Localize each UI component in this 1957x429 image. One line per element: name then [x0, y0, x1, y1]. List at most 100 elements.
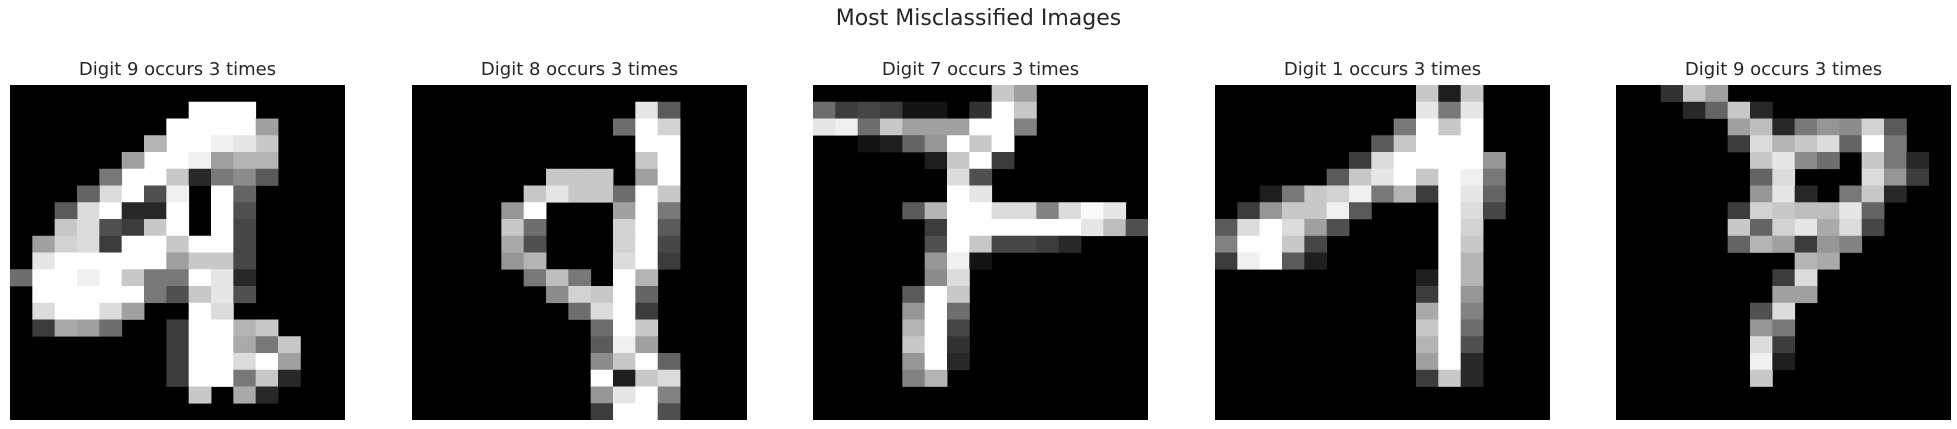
pixel-cell: [1460, 235, 1484, 253]
pixel-cell: [1438, 219, 1462, 237]
pixel-cell: [1460, 118, 1484, 136]
pixel-cell: [1839, 219, 1863, 237]
pixel-cell: [1750, 185, 1773, 203]
pixel-cell: [924, 235, 948, 253]
pixel-cell: [1416, 118, 1439, 136]
pixel-cell: [1393, 152, 1417, 170]
pixel-cell: [501, 252, 525, 270]
pixel-cell: [1304, 202, 1328, 220]
pixel-cell: [1750, 319, 1773, 337]
pixel-cell: [99, 319, 123, 337]
pixel-cell: [54, 286, 78, 304]
pixel-cell: [902, 302, 926, 320]
pixel-cell: [233, 336, 257, 354]
pixel-cell: [1772, 353, 1796, 371]
pixel-cell: [1438, 235, 1462, 253]
pixel-cell: [1794, 118, 1818, 136]
pixel-cell: [144, 185, 167, 203]
pixel-cell: [1839, 118, 1863, 136]
pixel-cell: [991, 85, 1015, 103]
pixel-cell: [188, 252, 212, 270]
pixel-cell: [1416, 152, 1439, 170]
pixel-cell: [211, 319, 234, 337]
pixel-cell: [1660, 85, 1684, 103]
pixel-cell: [835, 118, 859, 136]
pixel-cell: [635, 152, 659, 170]
pixel-cell: [188, 101, 212, 119]
pixel-cell: [1416, 135, 1439, 153]
pixel-cell: [188, 152, 212, 170]
pixel-cell: [590, 353, 614, 371]
pixel-cell: [657, 252, 681, 270]
pixel-cell: [1460, 252, 1484, 270]
pixel-cell: [590, 403, 614, 420]
pixel-cell: [1014, 219, 1037, 237]
pixel-cell: [32, 235, 56, 253]
pixel-cell: [32, 302, 56, 320]
pixel-cell: [1438, 202, 1462, 220]
pixel-cell: [657, 135, 681, 153]
pixel-cell: [278, 336, 301, 354]
pixel-cell: [546, 269, 569, 287]
pixel-cell: [1483, 202, 1506, 220]
pixel-cell: [969, 118, 993, 136]
pixel-cell: [613, 286, 636, 304]
pixel-cell: [590, 168, 614, 186]
pixel-cell: [166, 235, 190, 253]
pixel-cell: [54, 319, 78, 337]
pixel-cell: [657, 235, 681, 253]
pixel-cell: [144, 202, 167, 220]
pixel-cell: [10, 269, 33, 287]
pixel-cell: [635, 135, 659, 153]
pixel-cell: [501, 219, 525, 237]
pixel-cell: [233, 269, 257, 287]
pixel-cell: [657, 202, 681, 220]
pixel-cell: [1014, 85, 1037, 103]
pixel-cell: [947, 202, 970, 220]
pixel-cell: [233, 252, 257, 270]
pixel-cell: [1371, 152, 1395, 170]
pixel-cell: [991, 202, 1015, 220]
pixel-cell: [32, 286, 56, 304]
pixel-cell: [657, 101, 681, 119]
pixel-cell: [657, 386, 681, 404]
pixel-cell: [188, 168, 212, 186]
pixel-cell: [1772, 219, 1796, 237]
pixel-cell: [1817, 152, 1840, 170]
pixel-cell: [613, 319, 636, 337]
pixel-cell: [991, 135, 1015, 153]
pixel-cell: [211, 185, 234, 203]
pixel-cell: [1460, 101, 1484, 119]
pixel-cell: [1772, 302, 1796, 320]
panel-5-title: Digit 9 occurs 3 times: [1684, 59, 1883, 80]
pixel-cell: [880, 118, 903, 136]
pixel-cell: [635, 101, 659, 119]
pixel-cell: [969, 185, 993, 203]
pixel-cell: [1416, 319, 1439, 337]
pixel-cell: [1460, 286, 1484, 304]
pixel-cell: [1058, 235, 1082, 253]
pixel-cell: [1839, 202, 1863, 220]
pixel-cell: [1460, 152, 1484, 170]
pixel-cell: [1371, 135, 1395, 153]
pixel-cell: [1438, 185, 1462, 203]
pixel-cell: [77, 202, 100, 220]
pixel-cell: [166, 135, 190, 153]
pixel-cell: [902, 319, 926, 337]
pixel-cell: [1326, 219, 1350, 237]
pixel-cell: [947, 185, 970, 203]
pixel-cell: [1349, 202, 1372, 220]
pixel-cell: [1282, 185, 1305, 203]
pixel-cell: [1817, 252, 1840, 270]
pixel-cell: [1750, 118, 1773, 136]
pixel-cell: [969, 202, 993, 220]
pixel-cell: [54, 219, 78, 237]
pixel-cell: [523, 269, 547, 287]
pixel-cell: [1393, 118, 1417, 136]
pixel-cell: [924, 202, 948, 220]
pixel-cell: [1772, 336, 1796, 354]
pixel-cell: [1416, 369, 1439, 387]
pixel-cell: [947, 286, 970, 304]
pixel-cell: [211, 353, 234, 371]
pixel-cell: [77, 269, 100, 287]
